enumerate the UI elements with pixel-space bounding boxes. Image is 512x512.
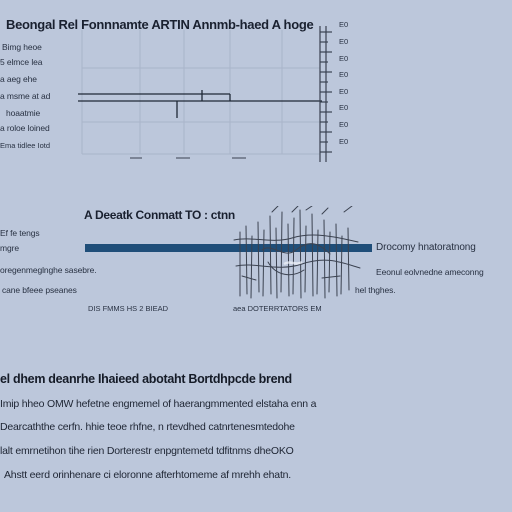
top-left-label: 5 elmce lea [0,57,43,67]
axis-tick-label: E0 [339,54,349,63]
paragraph-line: Dearcaththe cerfn. hhie teoe rhfne, n rt… [0,421,295,433]
top-left-label: a msme at ad [0,91,51,101]
sketch-cluster [233,206,361,299]
top-plot-area [78,26,332,162]
top-plot-lines [78,90,322,118]
middle-figure-title: A Deeatk Conmatt TO : ctnn [84,208,235,222]
top-left-label: Bimg heoe [2,42,42,52]
paragraph-line: lalt emrnetihon tihe rien Dorterestr enp… [0,445,294,457]
middle-bar [85,244,372,252]
top-figure-title: Beongal Rel Fonnnamte ARTIN Annmb-haed A… [6,17,314,32]
sketch-highlight [283,260,303,266]
top-left-label: a aeg ehe [0,74,37,84]
middle-right-label: Drocomy hnatoratnong [376,242,476,253]
top-plot-right-axis [319,26,332,162]
paragraph-line: Ahstt eerd orinhenare ci eloronne afterh… [4,469,292,481]
axis-tick-label: E0 [339,70,349,79]
middle-left-label: Ef fe tengs [0,228,40,238]
axis-tick-label: E0 [339,87,349,96]
middle-left-label: mgre [0,243,19,253]
axis-tick-label: E0 [339,120,349,129]
middle-left-label: oregenmeglnghe sasebre. [0,265,97,275]
top-left-label: hoaatmie [6,108,41,118]
paragraph-line: Imip hheo OMW hefetne engmemel of haeran… [0,398,317,410]
axis-tick-label: E0 [339,37,349,46]
top-left-label: a roloe loined [0,123,50,133]
top-plot-grid [81,30,320,155]
middle-bottom-label: DIS FMMS HS 2 BIEAD [88,304,169,313]
middle-right-label: Eeonul eolvnedne ameconng [376,267,484,277]
axis-tick-label: E0 [339,137,349,146]
middle-left-label: cane bfeee pseanes [2,285,77,295]
axis-tick-label: E0 [339,20,349,29]
paragraph-heading: el dhem deanrhe Ihaieed abotaht Bortdhpc… [0,372,292,386]
top-left-label: Ema tidlee Iotd [0,141,51,150]
middle-bottom-label: aea DOTERRTATORS EM [233,304,322,313]
middle-right-label: hel thghes. [355,285,396,295]
axis-tick-label: E0 [339,103,349,112]
